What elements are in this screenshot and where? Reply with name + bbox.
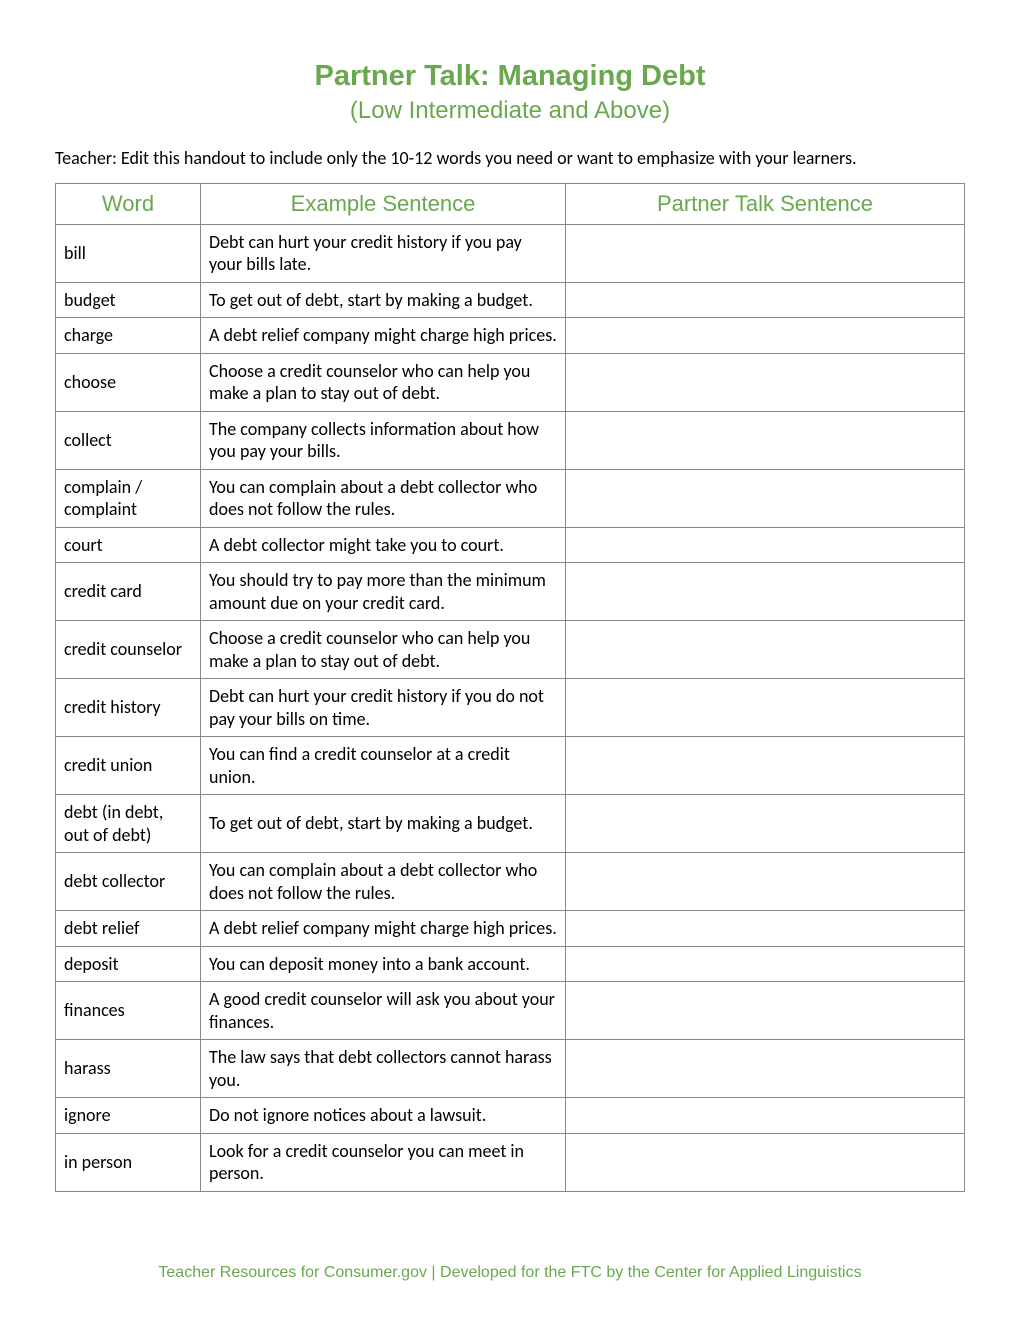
example-cell: Choose a credit counselor who can help y… bbox=[201, 621, 566, 679]
table-row: harassThe law says that debt collectors … bbox=[56, 1040, 965, 1098]
example-cell: Do not ignore notices about a lawsuit. bbox=[201, 1098, 566, 1134]
table-row: chargeA debt relief company might charge… bbox=[56, 318, 965, 354]
table-row: complain / complaintYou can complain abo… bbox=[56, 469, 965, 527]
column-header-partner: Partner Talk Sentence bbox=[566, 184, 965, 225]
table-row: debt reliefA debt relief company might c… bbox=[56, 911, 965, 947]
example-cell: A debt relief company might charge high … bbox=[201, 318, 566, 354]
partner-cell bbox=[566, 737, 965, 795]
vocabulary-table: Word Example Sentence Partner Talk Sente… bbox=[55, 183, 965, 1192]
example-cell: To get out of debt, start by making a bu… bbox=[201, 795, 566, 853]
word-cell: credit union bbox=[56, 737, 201, 795]
example-cell: Debt can hurt your credit history if you… bbox=[201, 224, 566, 282]
table-row: credit counselorChoose a credit counselo… bbox=[56, 621, 965, 679]
example-cell: You should try to pay more than the mini… bbox=[201, 563, 566, 621]
table-row: courtA debt collector might take you to … bbox=[56, 527, 965, 563]
partner-cell bbox=[566, 853, 965, 911]
partner-cell bbox=[566, 1133, 965, 1191]
word-cell: complain / complaint bbox=[56, 469, 201, 527]
word-cell: credit counselor bbox=[56, 621, 201, 679]
table-row: budgetTo get out of debt, start by makin… bbox=[56, 282, 965, 318]
word-cell: in person bbox=[56, 1133, 201, 1191]
page-footer: Teacher Resources for Consumer.gov | Dev… bbox=[0, 1264, 1020, 1282]
word-cell: choose bbox=[56, 353, 201, 411]
example-cell: A debt collector might take you to court… bbox=[201, 527, 566, 563]
table-row: chooseChoose a credit counselor who can … bbox=[56, 353, 965, 411]
word-cell: finances bbox=[56, 982, 201, 1040]
partner-cell bbox=[566, 469, 965, 527]
partner-cell bbox=[566, 353, 965, 411]
partner-cell bbox=[566, 1098, 965, 1134]
partner-cell bbox=[566, 411, 965, 469]
example-cell: You can complain about a debt collector … bbox=[201, 853, 566, 911]
example-cell: The company collects information about h… bbox=[201, 411, 566, 469]
table-row: credit unionYou can find a credit counse… bbox=[56, 737, 965, 795]
column-header-example: Example Sentence bbox=[201, 184, 566, 225]
example-cell: You can deposit money into a bank accoun… bbox=[201, 946, 566, 982]
example-cell: You can complain about a debt collector … bbox=[201, 469, 566, 527]
page-title: Partner Talk: Managing Debt bbox=[55, 60, 965, 93]
partner-cell bbox=[566, 224, 965, 282]
table-header-row: Word Example Sentence Partner Talk Sente… bbox=[56, 184, 965, 225]
word-cell: credit history bbox=[56, 679, 201, 737]
document-page: Partner Talk: Managing Debt (Low Interme… bbox=[0, 0, 1020, 1320]
partner-cell bbox=[566, 527, 965, 563]
partner-cell bbox=[566, 1040, 965, 1098]
example-cell: The law says that debt collectors cannot… bbox=[201, 1040, 566, 1098]
example-cell: You can find a credit counselor at a cre… bbox=[201, 737, 566, 795]
word-cell: budget bbox=[56, 282, 201, 318]
example-cell: Look for a credit counselor you can meet… bbox=[201, 1133, 566, 1191]
partner-cell bbox=[566, 563, 965, 621]
example-cell: Debt can hurt your credit history if you… bbox=[201, 679, 566, 737]
table-row: billDebt can hurt your credit history if… bbox=[56, 224, 965, 282]
partner-cell bbox=[566, 318, 965, 354]
example-cell: A debt relief company might charge high … bbox=[201, 911, 566, 947]
word-cell: court bbox=[56, 527, 201, 563]
table-row: credit historyDebt can hurt your credit … bbox=[56, 679, 965, 737]
word-cell: deposit bbox=[56, 946, 201, 982]
table-row: debt (in debt, out of debt)To get out of… bbox=[56, 795, 965, 853]
word-cell: debt (in debt, out of debt) bbox=[56, 795, 201, 853]
word-cell: ignore bbox=[56, 1098, 201, 1134]
partner-cell bbox=[566, 282, 965, 318]
word-cell: debt relief bbox=[56, 911, 201, 947]
table-row: collectThe company collects information … bbox=[56, 411, 965, 469]
teacher-instruction: Teacher: Edit this handout to include on… bbox=[55, 147, 965, 169]
word-cell: collect bbox=[56, 411, 201, 469]
table-row: ignoreDo not ignore notices about a laws… bbox=[56, 1098, 965, 1134]
table-row: debt collectorYou can complain about a d… bbox=[56, 853, 965, 911]
example-cell: A good credit counselor will ask you abo… bbox=[201, 982, 566, 1040]
word-cell: bill bbox=[56, 224, 201, 282]
word-cell: charge bbox=[56, 318, 201, 354]
column-header-word: Word bbox=[56, 184, 201, 225]
word-cell: debt collector bbox=[56, 853, 201, 911]
table-row: financesA good credit counselor will ask… bbox=[56, 982, 965, 1040]
partner-cell bbox=[566, 621, 965, 679]
example-cell: Choose a credit counselor who can help y… bbox=[201, 353, 566, 411]
example-cell: To get out of debt, start by making a bu… bbox=[201, 282, 566, 318]
word-cell: credit card bbox=[56, 563, 201, 621]
table-row: credit cardYou should try to pay more th… bbox=[56, 563, 965, 621]
partner-cell bbox=[566, 911, 965, 947]
partner-cell bbox=[566, 795, 965, 853]
table-row: depositYou can deposit money into a bank… bbox=[56, 946, 965, 982]
partner-cell bbox=[566, 679, 965, 737]
word-cell: harass bbox=[56, 1040, 201, 1098]
page-subtitle: (Low Intermediate and Above) bbox=[55, 97, 965, 125]
table-row: in personLook for a credit counselor you… bbox=[56, 1133, 965, 1191]
partner-cell bbox=[566, 946, 965, 982]
partner-cell bbox=[566, 982, 965, 1040]
